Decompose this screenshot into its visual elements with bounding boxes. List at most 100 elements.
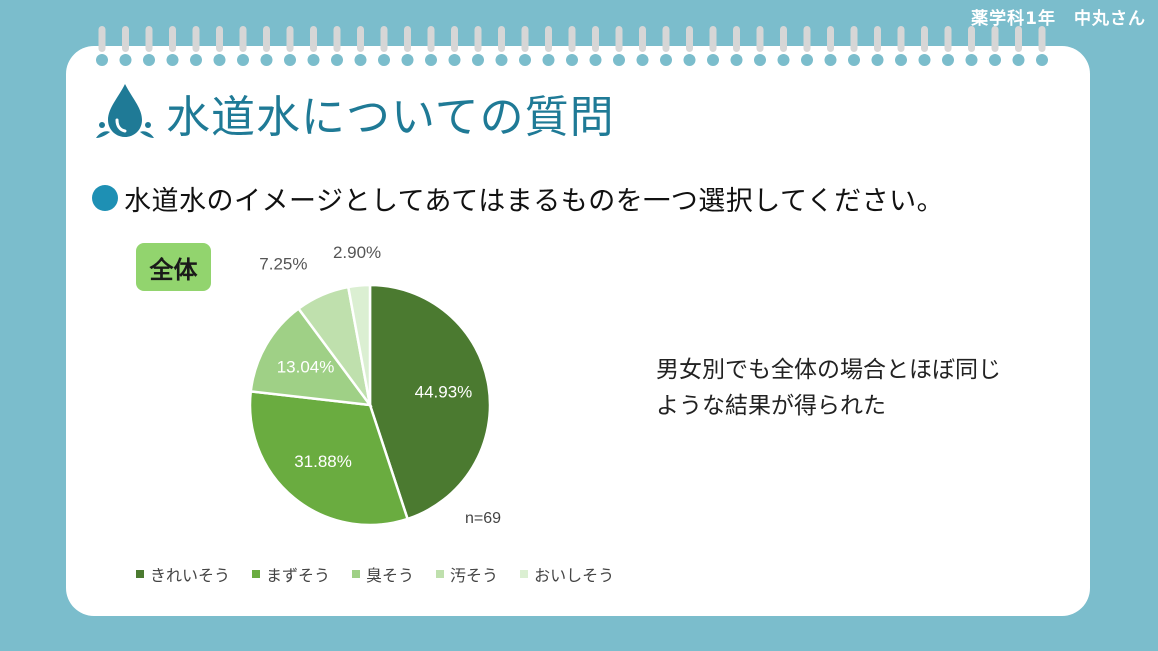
ring-hole bbox=[307, 54, 320, 66]
water-drop-icon bbox=[96, 84, 154, 138]
question-row: 水道水のイメージとしてあてはまるものを一つ選択してください。 bbox=[92, 178, 944, 218]
ring-binding bbox=[239, 26, 247, 52]
ring-binding bbox=[944, 26, 952, 52]
pie-data-label: 31.88% bbox=[294, 452, 352, 471]
legend-swatch bbox=[352, 570, 361, 578]
ring-hole bbox=[331, 54, 343, 66]
pie-slice bbox=[249, 306, 373, 407]
author-label: 薬学科1年 中丸さん bbox=[971, 9, 1146, 29]
legend-item: 汚そう bbox=[436, 562, 498, 586]
ring-hole bbox=[260, 54, 273, 66]
ring-binding bbox=[521, 26, 529, 52]
notebook-card bbox=[66, 46, 1090, 616]
ring-binding bbox=[803, 26, 811, 52]
ring-binding bbox=[991, 26, 999, 52]
ring-hole bbox=[871, 54, 884, 66]
ring-hole bbox=[895, 54, 907, 66]
legend-item: きれいそう bbox=[136, 562, 230, 586]
ring-hole bbox=[683, 54, 696, 66]
ring-hole bbox=[589, 54, 602, 66]
ring-binding bbox=[498, 26, 505, 52]
ring-binding bbox=[639, 26, 646, 52]
title-row: 水道水についての質問 bbox=[92, 78, 615, 148]
ring-binding bbox=[780, 26, 787, 52]
ring-hole bbox=[801, 54, 813, 66]
ring-hole bbox=[636, 54, 649, 66]
ring-binding bbox=[921, 26, 928, 52]
note-line: 男女別でも全体の場合とほぼ同じ bbox=[656, 357, 1001, 383]
ring-hole bbox=[965, 54, 978, 66]
ring-binding bbox=[662, 26, 670, 52]
sample-size-label: n=69 bbox=[465, 510, 501, 527]
ring-binding bbox=[827, 26, 834, 52]
legend-label: 臭そう bbox=[366, 566, 415, 585]
ring-binding bbox=[615, 26, 623, 52]
ring-binding bbox=[145, 26, 153, 52]
legend-item: 臭そう bbox=[352, 562, 414, 586]
ring-hole bbox=[730, 54, 743, 66]
ring-binding bbox=[310, 26, 317, 52]
ring-binding bbox=[404, 26, 411, 52]
ring-hole bbox=[942, 54, 954, 66]
ring-hole bbox=[378, 54, 390, 66]
legend-label: 汚そう bbox=[450, 566, 499, 585]
ring-binding bbox=[1038, 26, 1046, 52]
notebook-rings bbox=[96, 26, 1048, 66]
ring-hole bbox=[989, 54, 1001, 66]
ring-hole bbox=[354, 54, 367, 66]
ring-hole bbox=[448, 54, 461, 66]
question-text: 水道水のイメージとしてあてはまるものを一つ選択してください。 bbox=[124, 185, 945, 217]
ring-hole bbox=[824, 54, 837, 66]
ring-hole bbox=[566, 54, 578, 66]
ring-binding bbox=[1015, 26, 1022, 52]
ring-binding bbox=[545, 26, 552, 52]
ring-binding bbox=[169, 26, 176, 52]
ring-hole bbox=[707, 54, 719, 66]
ring-hole bbox=[472, 54, 484, 66]
ring-binding bbox=[850, 26, 858, 52]
ring-binding bbox=[874, 26, 881, 52]
pie-slice bbox=[346, 283, 372, 406]
ring-binding bbox=[686, 26, 693, 52]
bullet-dot-icon bbox=[92, 185, 118, 211]
pie-data-label: 13.04% bbox=[277, 357, 335, 376]
ring-hole bbox=[166, 54, 179, 66]
ring-binding bbox=[192, 26, 200, 52]
ring-hole bbox=[401, 54, 414, 66]
ring-hole bbox=[613, 54, 625, 66]
ring-hole bbox=[542, 54, 555, 66]
ring-hole bbox=[96, 54, 108, 66]
legend-label: きれいそう bbox=[150, 566, 231, 585]
ring-binding bbox=[98, 26, 106, 52]
ring-hole bbox=[284, 54, 296, 66]
ring-hole bbox=[119, 54, 132, 66]
ring-hole bbox=[213, 54, 226, 66]
ring-binding bbox=[122, 26, 129, 52]
ring-binding bbox=[968, 26, 975, 52]
ring-binding bbox=[709, 26, 717, 52]
pie-slice bbox=[368, 283, 492, 521]
ring-binding bbox=[286, 26, 294, 52]
ring-binding bbox=[568, 26, 576, 52]
ring-hole bbox=[495, 54, 508, 66]
page-title: 水道水についての質問 bbox=[166, 92, 615, 143]
legend-swatch bbox=[252, 570, 261, 578]
ring-binding bbox=[756, 26, 764, 52]
legend-label: まずそう bbox=[266, 566, 331, 585]
ring-hole bbox=[519, 54, 531, 66]
ring-hole bbox=[754, 54, 766, 66]
ring-hole bbox=[777, 54, 790, 66]
pie-slice bbox=[248, 389, 410, 527]
observation-note: 男女別でも全体の場合とほぼ同じ ような結果が得られた bbox=[656, 352, 1076, 424]
ring-hole bbox=[848, 54, 860, 66]
legend-item: おいしそう bbox=[520, 562, 614, 586]
ring-binding bbox=[451, 26, 458, 52]
ring-binding bbox=[216, 26, 223, 52]
scope-badge: 全体 bbox=[136, 243, 211, 291]
ring-binding bbox=[357, 26, 364, 52]
ring-binding bbox=[474, 26, 482, 52]
ring-hole bbox=[190, 54, 202, 66]
ring-hole bbox=[143, 54, 155, 66]
ring-binding bbox=[380, 26, 388, 52]
